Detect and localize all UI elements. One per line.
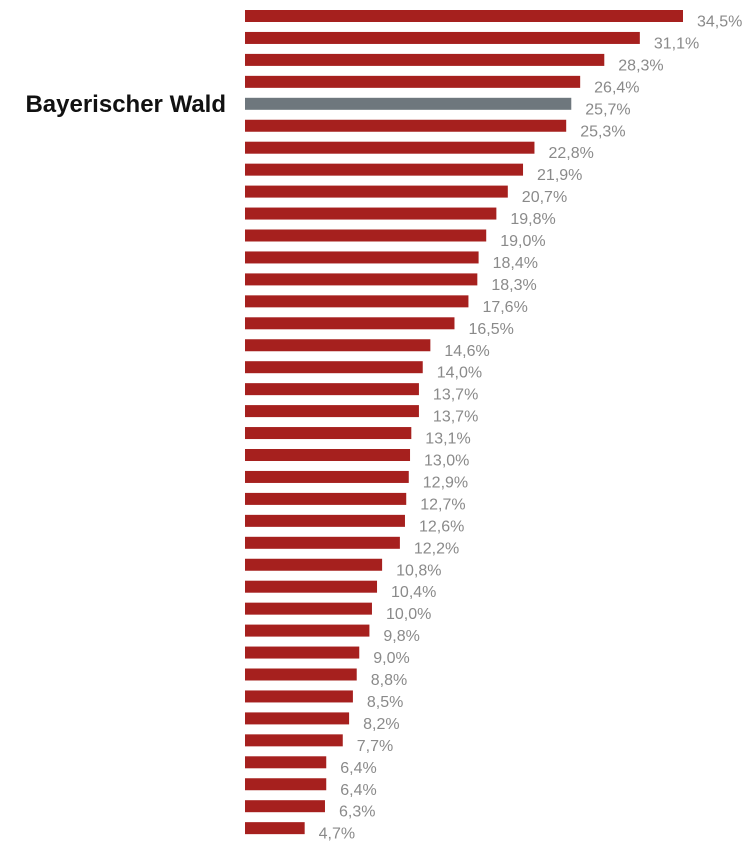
bar-value-label: 13,1% bbox=[425, 431, 470, 448]
bar-value-label: 9,8% bbox=[383, 628, 419, 645]
bar-value-label: 9,0% bbox=[373, 650, 409, 667]
bar-value-label: 10,0% bbox=[386, 606, 431, 623]
bar bbox=[245, 712, 350, 725]
bar bbox=[245, 141, 535, 154]
bar-highlight bbox=[245, 97, 572, 110]
bar-value-label: 17,6% bbox=[482, 299, 527, 316]
bar bbox=[245, 800, 325, 813]
bar bbox=[245, 536, 400, 549]
bar bbox=[245, 207, 497, 220]
bar bbox=[245, 624, 370, 637]
bar-value-label: 7,7% bbox=[357, 738, 393, 755]
bar bbox=[245, 163, 524, 176]
bar bbox=[245, 119, 567, 132]
bar bbox=[245, 273, 478, 286]
bar bbox=[245, 822, 305, 835]
bar-value-label: 12,6% bbox=[419, 518, 464, 535]
bar-value-label: 16,5% bbox=[468, 321, 513, 338]
bar-value-label: 18,3% bbox=[491, 277, 536, 294]
bar-value-label: 10,8% bbox=[396, 562, 441, 579]
bar-value-label: 6,4% bbox=[340, 782, 376, 799]
bar-value-label: 8,2% bbox=[363, 716, 399, 733]
bar bbox=[245, 427, 412, 440]
bar bbox=[245, 383, 419, 396]
bar-value-label: 13,7% bbox=[433, 409, 478, 426]
bar bbox=[245, 10, 683, 22]
bar-value-label: 8,5% bbox=[367, 694, 403, 711]
bar bbox=[245, 646, 360, 659]
bar bbox=[245, 602, 372, 615]
bar-value-label: 22,8% bbox=[548, 145, 593, 162]
bar-value-label: 18,4% bbox=[493, 255, 538, 272]
bar-value-label: 12,7% bbox=[420, 496, 465, 513]
bar bbox=[245, 53, 605, 66]
bar-value-label: 14,0% bbox=[437, 365, 482, 382]
bar bbox=[245, 317, 455, 330]
bar-value-label: 10,4% bbox=[391, 584, 436, 601]
bar-value-label: 26,4% bbox=[594, 79, 639, 96]
bar bbox=[245, 251, 479, 264]
bar-value-label: 12,2% bbox=[414, 540, 459, 557]
bar-value-label: 19,0% bbox=[500, 233, 545, 250]
bar bbox=[245, 31, 640, 44]
bar bbox=[245, 580, 378, 593]
bar-value-label: 6,3% bbox=[339, 804, 375, 821]
bar-value-label: 4,7% bbox=[319, 826, 355, 841]
bar bbox=[245, 492, 407, 505]
bar bbox=[245, 339, 431, 352]
bar bbox=[245, 185, 508, 198]
bar-value-label: 34,5% bbox=[697, 14, 742, 31]
bar-value-label: 21,9% bbox=[537, 167, 582, 184]
bar bbox=[245, 75, 581, 88]
bar bbox=[245, 756, 327, 769]
bar bbox=[245, 734, 343, 747]
bar bbox=[245, 405, 419, 418]
bar bbox=[245, 295, 469, 308]
bar bbox=[245, 778, 327, 791]
bar bbox=[245, 668, 357, 681]
bar-value-label: 28,3% bbox=[618, 57, 663, 74]
bar-value-label: 13,0% bbox=[424, 453, 469, 470]
bar-value-label: 25,7% bbox=[585, 101, 630, 118]
bar bbox=[245, 449, 411, 461]
bar-value-label: 8,8% bbox=[371, 672, 407, 689]
bar-value-label: 13,7% bbox=[433, 387, 478, 404]
bar bbox=[245, 229, 487, 242]
bar-value-label: 31,1% bbox=[654, 35, 699, 52]
bar bbox=[245, 690, 353, 703]
value-labels-group: 34,5% 31,1% 28,3% 26,4% 25,7% 25,3% 22,8% 21,9%… bbox=[319, 14, 743, 841]
bar bbox=[245, 558, 383, 571]
bar bbox=[245, 470, 409, 483]
bar bbox=[245, 514, 405, 527]
bar-value-label: 25,3% bbox=[580, 123, 625, 140]
bar bbox=[245, 361, 423, 374]
bar-value-label: 6,4% bbox=[340, 760, 376, 777]
bar-value-label: 14,6% bbox=[444, 343, 489, 360]
highlight-category-label: Bayerischer Wald bbox=[25, 91, 226, 118]
bar-value-label: 12,9% bbox=[423, 474, 468, 491]
bar-value-label: 20,7% bbox=[522, 189, 567, 206]
bars-group bbox=[245, 10, 683, 835]
bar-value-label: 19,8% bbox=[510, 211, 555, 228]
